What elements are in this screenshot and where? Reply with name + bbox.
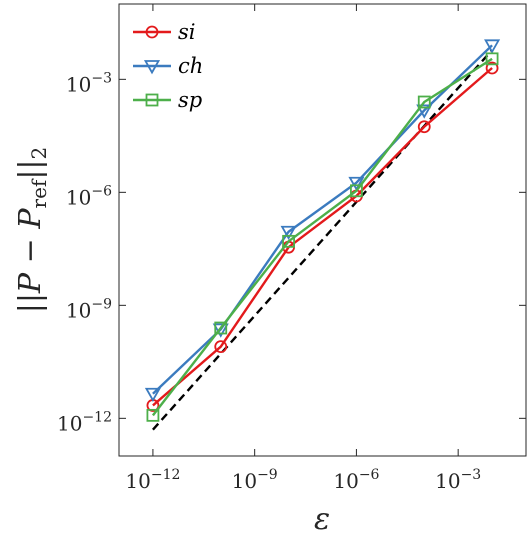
y-tick-label: 10−6 <box>66 183 112 209</box>
data-point-sp <box>146 408 160 422</box>
data-point-sp <box>417 95 431 109</box>
data-point-ch <box>280 225 297 241</box>
y-label-ref-var: P <box>13 208 48 230</box>
data-point-si <box>485 61 499 75</box>
data-point-sp <box>214 321 228 335</box>
legend-label-ch: ch <box>178 54 203 78</box>
svg-text:||P − Pref||2: ||P − Pref||2 <box>13 147 51 314</box>
legend-label-si: si <box>178 20 196 44</box>
axis-ticks: 10−12 10−9 10−6 10−3 10−12 10−9 10−6 10−3 <box>57 4 526 493</box>
y-tick-label: 10−9 <box>66 296 112 322</box>
data-point-ch <box>144 387 161 403</box>
data-point-sp <box>282 234 295 248</box>
legend-marker-ch <box>143 60 161 75</box>
y-label-close-norm: || <box>13 159 48 179</box>
data-point-si <box>417 120 431 134</box>
y-label-ref-sub: ref <box>27 178 51 208</box>
data-point-sp <box>350 184 363 198</box>
data-point-ch <box>212 323 229 338</box>
legend-marker-si <box>145 25 159 39</box>
legend-item-sp: sp <box>133 88 202 112</box>
series-line-sp <box>151 57 493 417</box>
data-point-si <box>214 340 228 354</box>
y-label-open-norm: || <box>13 293 48 313</box>
legend-label-sp: sp <box>178 88 202 112</box>
data-point-ch <box>484 39 501 54</box>
series-line-si <box>152 67 493 407</box>
x-tick-label: 10−12 <box>125 467 180 493</box>
legend-item-ch: ch <box>133 54 203 78</box>
y-tick-label: 10−12 <box>57 409 112 435</box>
y-label-minus: − <box>13 229 48 273</box>
data-point-ch <box>416 104 433 119</box>
data-point-ch <box>348 176 365 192</box>
y-label-var: P <box>13 272 48 294</box>
chart-marks <box>144 39 501 431</box>
data-point-sp <box>485 52 499 66</box>
legend-marker-sp <box>145 93 159 107</box>
legend: si ch sp <box>133 20 203 112</box>
x-axis-label: ε <box>314 502 330 534</box>
x-tick-label: 10−6 <box>333 467 379 493</box>
x-tick-label: 10−3 <box>435 467 481 493</box>
series-sp <box>146 52 499 422</box>
legend-item-si: si <box>133 20 196 44</box>
series-line-ch <box>152 44 493 395</box>
y-tick-label: 10−3 <box>66 70 112 96</box>
series-ch <box>144 39 501 403</box>
y-label-norm-sub: 2 <box>27 147 51 160</box>
reference-slope-line <box>152 49 493 431</box>
y-axis-label: ||P − Pref||2 <box>13 147 51 314</box>
x-tick-label: 10−9 <box>232 467 278 493</box>
